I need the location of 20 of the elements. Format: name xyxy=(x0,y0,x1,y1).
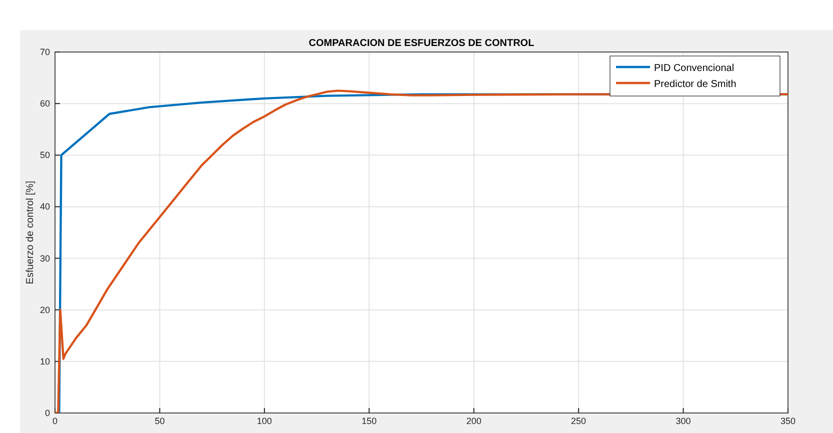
y-tick-label: 10 xyxy=(40,356,50,366)
x-tick-label: 200 xyxy=(466,416,482,426)
y-tick-label: 30 xyxy=(40,253,50,264)
x-tick-label: 50 xyxy=(154,416,165,426)
legend-label: Predictor de Smith xyxy=(654,79,736,90)
x-tick-label: 350 xyxy=(780,416,796,426)
y-tick-label: 40 xyxy=(40,202,50,212)
y-tick-label: 70 xyxy=(40,47,50,57)
chart-title: COMPARACION DE ESFUERZOS DE CONTROL xyxy=(308,38,534,49)
y-axis-title: Esfuerzo de control [%] xyxy=(25,180,36,284)
x-tick-label: 250 xyxy=(571,416,586,426)
x-tick-label: 150 xyxy=(362,416,377,426)
y-tick-label: 0 xyxy=(44,408,50,418)
y-tick-label: 20 xyxy=(40,304,50,315)
x-tick-label: 0 xyxy=(52,416,58,426)
legend-label: PID Convencional xyxy=(654,63,734,74)
y-tick-label: 50 xyxy=(40,150,50,160)
x-tick-label: 300 xyxy=(676,416,691,426)
y-tick-label: 60 xyxy=(40,98,50,109)
x-tick-label: 100 xyxy=(256,416,272,426)
